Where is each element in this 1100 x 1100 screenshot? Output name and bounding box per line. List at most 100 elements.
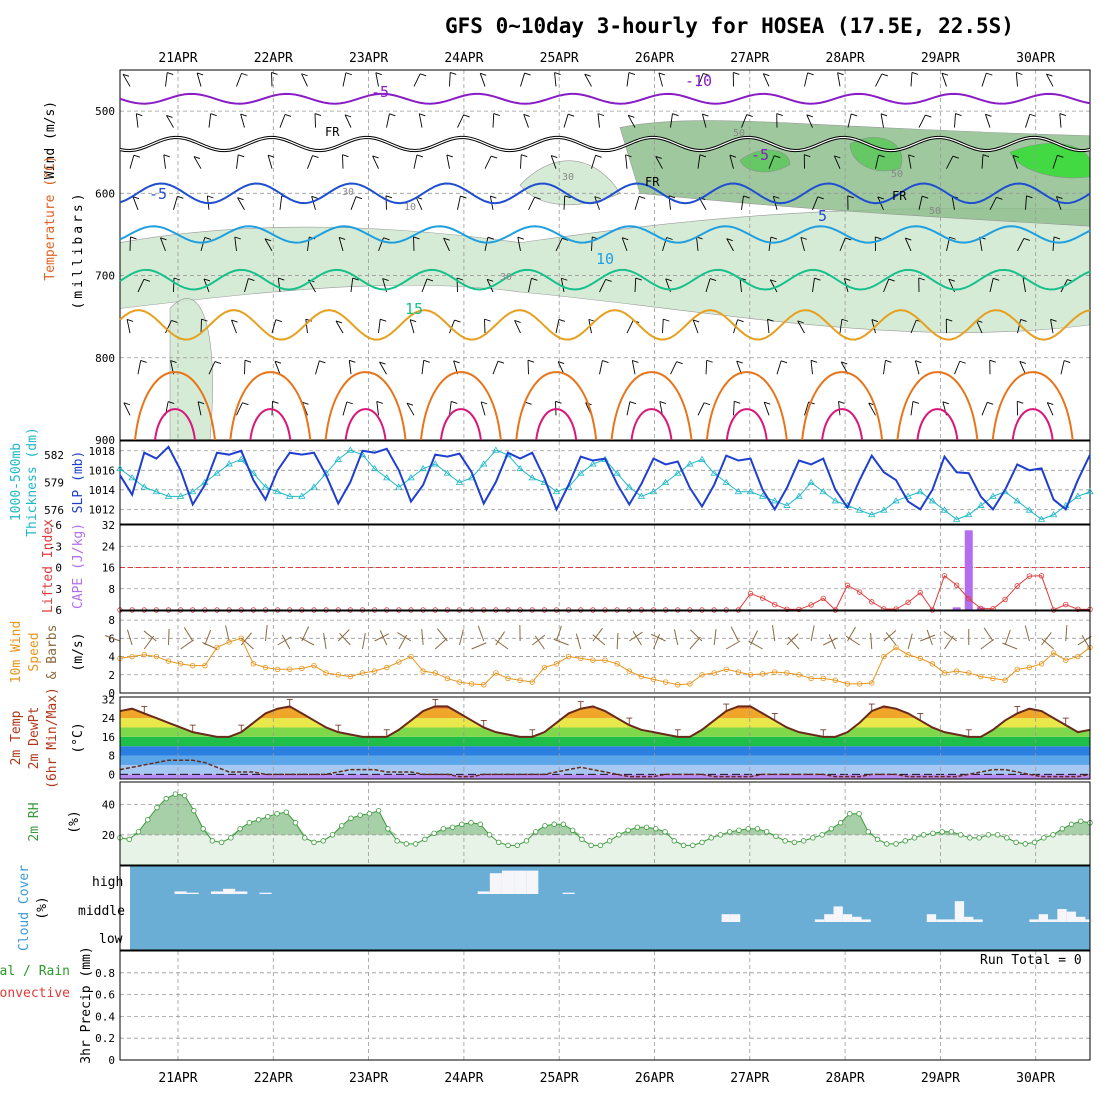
upper-wind-barb-flag — [814, 277, 821, 281]
rh-line-point — [560, 821, 567, 827]
isotherm-plus30-arch — [1011, 408, 1054, 441]
upper-wind-barb-flag — [380, 318, 387, 322]
upper-wind-barb-flag — [875, 236, 882, 240]
label-2m-rh: 2m RH — [27, 802, 42, 841]
upper-wind-barb — [379, 361, 387, 375]
thickness-line-point — [965, 511, 973, 518]
wind-speed-line-point — [953, 668, 960, 674]
wind-speed-line-point — [287, 666, 293, 673]
upper-wind-barb-flag — [524, 72, 531, 76]
upper-wind-barb-flag — [804, 154, 811, 158]
label-rh-upper: RH (%) — [40, 287, 55, 334]
upper-wind-barb — [305, 319, 308, 334]
wind-speed-line-point — [165, 658, 172, 664]
upper-wind-barb-flag — [463, 114, 470, 118]
temp-band — [120, 736, 1090, 747]
upper-wind-barb — [768, 155, 775, 169]
upper-wind-barb — [122, 74, 131, 87]
upper-wind-barb — [599, 279, 607, 293]
label-lifted-index: Lifted Index — [41, 519, 56, 613]
upper-wind-barb — [386, 113, 390, 128]
upper-wind-barb — [196, 72, 202, 87]
cloud-bar — [954, 901, 965, 922]
rh-line-point — [874, 836, 881, 843]
rh-area-dark — [120, 794, 1090, 835]
temp-tick-label: 8 — [108, 750, 115, 763]
upper-wind-barb-flag — [993, 277, 1000, 281]
cloud-bar — [1076, 916, 1086, 922]
upper-wind-barb — [838, 401, 841, 416]
contour-label-minus5-blue: -5 — [149, 185, 167, 203]
upper-wind-barb-flag — [372, 155, 379, 159]
upper-wind-barb — [910, 319, 917, 334]
wind-speed-line-point — [177, 661, 184, 667]
upper-wind-barb-flag — [1012, 155, 1020, 158]
upper-wind-barb — [910, 401, 914, 416]
wind-speed-line-point — [759, 671, 766, 677]
upper-wind-barb-flag — [456, 277, 464, 281]
upper-wind-barb — [705, 360, 708, 375]
upper-wind-barb-flag — [702, 113, 709, 117]
cloud-cover-panel: high middle low — [78, 865, 1095, 951]
upper-wind-barb-flag — [1016, 72, 1023, 75]
upper-wind-barb-flag — [1023, 237, 1030, 241]
thickness-line-point — [407, 474, 415, 481]
wind-speed-line-point — [711, 670, 717, 676]
wind-speed-line-point — [735, 669, 742, 675]
upper-wind-barb — [528, 278, 532, 293]
isotherm-layer — [119, 92, 1091, 441]
wind-speed-line-point — [941, 670, 948, 676]
upper-panel-frame — [119, 69, 1091, 441]
rh-line-point — [930, 830, 936, 837]
upper-wind-barb-flag — [629, 401, 637, 405]
upper-wind-barb — [301, 73, 308, 87]
upper-wind-barb — [520, 154, 522, 169]
contour-label-fr-3: FR — [892, 189, 907, 203]
rh-line-point — [828, 826, 835, 832]
cloud-bar — [562, 892, 575, 894]
upper-wind-barb — [767, 319, 770, 334]
isotherm-plus25-arch — [610, 371, 693, 441]
wind-speed-line-point — [832, 677, 839, 683]
rh-line-point — [348, 815, 354, 821]
upper-wind-barb-flag — [426, 278, 434, 282]
rh-line-point — [200, 826, 206, 832]
temp-band — [120, 774, 1090, 779]
rh-line-point — [246, 820, 253, 826]
rh-line-point — [329, 832, 336, 838]
upper-wind-barb-flag — [1046, 73, 1053, 77]
slp-thickness-panel: 1012 1014 1016 1018 576 579 582 — [44, 440, 1094, 525]
rh-shade-upper — [619, 120, 1091, 227]
upper-wind-barb — [517, 237, 521, 251]
wind-barb — [772, 625, 776, 642]
thickness-line-point — [1074, 492, 1082, 499]
lifted-index-line-point — [796, 606, 802, 613]
thickness-line-point — [237, 455, 245, 462]
rh-line-point — [533, 829, 539, 835]
wind-speed-line-point — [1038, 661, 1045, 667]
wind-barb — [1077, 635, 1092, 646]
rh-line-point — [708, 835, 714, 841]
upper-wind-barb — [626, 320, 634, 334]
upper-wind-barb — [981, 154, 984, 169]
upper-wind-barb-flag — [773, 195, 780, 199]
cloud-bar — [861, 919, 871, 922]
upper-wind-barb-flag — [693, 319, 700, 323]
rh-line-point — [994, 832, 1001, 838]
upper-wind-barb — [981, 402, 988, 416]
wind-speed-line-point — [917, 655, 923, 662]
isotherm-freezing-inner — [119, 136, 1091, 152]
rh-tick-label: 40 — [102, 799, 115, 812]
upper-wind-barb — [985, 114, 991, 128]
lifted-index-line-point — [772, 601, 778, 608]
upper-wind-barb — [625, 154, 628, 169]
upper-wind-barb — [555, 238, 563, 252]
wind-speed-line-point — [687, 681, 693, 687]
wind-barb — [885, 632, 897, 646]
upper-wind-barb — [126, 319, 131, 334]
wind-speed-line-point — [493, 670, 499, 676]
upper-wind-barb — [563, 114, 569, 128]
upper-wind-barb-flag — [985, 113, 992, 117]
wind-barb — [673, 629, 679, 646]
rh-line-point — [542, 823, 548, 829]
